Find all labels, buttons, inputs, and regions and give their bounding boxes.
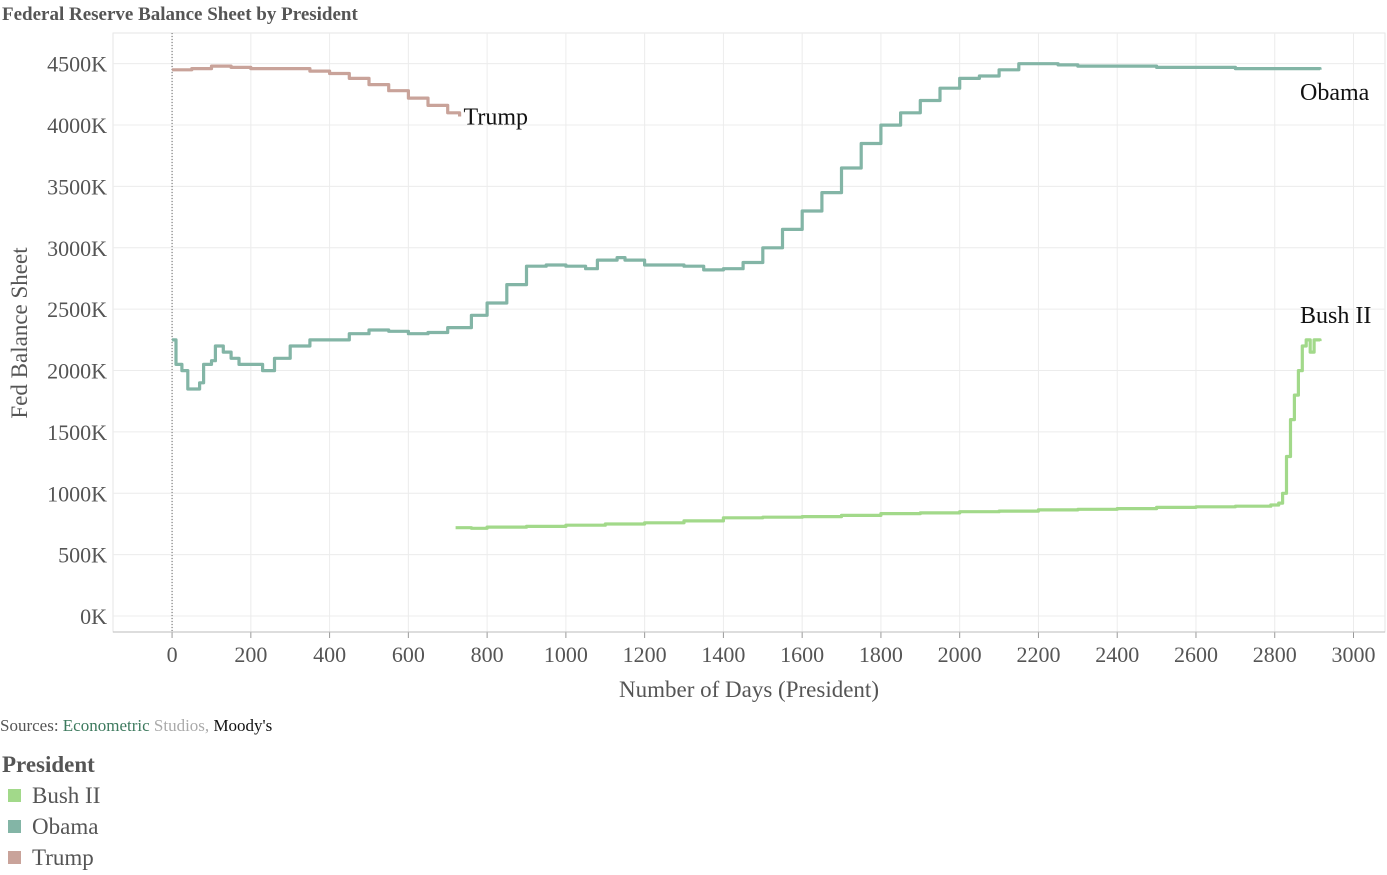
- x-tick-label: 1600: [780, 642, 824, 667]
- annotation-trump: Trump: [464, 104, 528, 130]
- x-tick-label: 1200: [623, 642, 667, 667]
- series-line-obama: [172, 62, 1322, 391]
- x-tick-label: 3000: [1331, 642, 1375, 667]
- plot-frame: [112, 32, 1386, 633]
- x-tick-label: 1800: [859, 642, 903, 667]
- x-tick-label: 400: [313, 642, 346, 667]
- x-tick-label: 2600: [1174, 642, 1218, 667]
- annotation-labels: Trump Obama Bush II: [464, 80, 1372, 329]
- y-tick-label: 0K: [80, 604, 107, 629]
- legend-swatch-bush: [8, 789, 21, 802]
- x-axis-label: Number of Days (President): [619, 677, 879, 702]
- x-tick-label: 1400: [701, 642, 745, 667]
- y-tick-label: 3000K: [47, 236, 107, 261]
- x-tick-label: 2400: [1095, 642, 1139, 667]
- legend-swatch-trump: [8, 851, 21, 864]
- annotation-obama: Obama: [1300, 80, 1370, 106]
- y-axis-label: Fed Balance Sheet: [7, 247, 32, 419]
- x-tick-label: 2800: [1253, 642, 1297, 667]
- legend-title: President: [2, 752, 95, 777]
- y-tick-label: 1500K: [47, 420, 107, 445]
- x-tick-label: 1000: [544, 642, 588, 667]
- grid-lines: [112, 32, 1386, 633]
- x-tick-label: 200: [234, 642, 267, 667]
- series-lines: [172, 62, 1322, 530]
- legend: President Bush II Obama Trump: [2, 752, 100, 873]
- series-line-bush-ii: [455, 338, 1322, 530]
- axes: 0K500K1000K1500K2000K2500K3000K3500K4000…: [47, 33, 1385, 667]
- legend-swatch-obama: [8, 820, 21, 833]
- y-tick-label: 3500K: [47, 174, 107, 199]
- legend-label-trump: Trump: [32, 844, 94, 870]
- y-tick-label: 1000K: [47, 481, 107, 506]
- sources-label: Sources:: [0, 716, 59, 735]
- source-econometric: Econometric: [62, 716, 150, 735]
- x-tick-label: 2000: [938, 642, 982, 667]
- legend-item-bush[interactable]: Bush II: [2, 780, 100, 811]
- source-studios: Studios,: [153, 716, 210, 735]
- x-tick-label: 0: [167, 642, 178, 667]
- y-tick-label: 4500K: [47, 52, 107, 77]
- line-chart: 0K500K1000K1500K2000K2500K3000K3500K4000…: [7, 32, 1386, 702]
- y-tick-label: 500K: [58, 543, 107, 568]
- chart-title: Federal Reserve Balance Sheet by Preside…: [2, 4, 358, 25]
- legend-label-bush: Bush II: [32, 782, 101, 808]
- legend-item-obama[interactable]: Obama: [2, 811, 100, 842]
- legend-item-trump[interactable]: Trump: [2, 842, 100, 873]
- legend-label-obama: Obama: [32, 813, 99, 839]
- series-line-trump: [172, 64, 462, 117]
- x-tick-label: 2200: [1016, 642, 1060, 667]
- x-tick-label: 800: [471, 642, 504, 667]
- y-tick-label: 2000K: [47, 359, 107, 384]
- source-moodys: Moody's: [213, 716, 273, 735]
- annotation-bush-ii: Bush II: [1300, 303, 1371, 329]
- sources-note: Sources: Econometric Studios, Moody's: [0, 716, 272, 736]
- y-tick-label: 2500K: [47, 297, 107, 322]
- x-tick-label: 600: [392, 642, 425, 667]
- y-tick-label: 4000K: [47, 113, 107, 138]
